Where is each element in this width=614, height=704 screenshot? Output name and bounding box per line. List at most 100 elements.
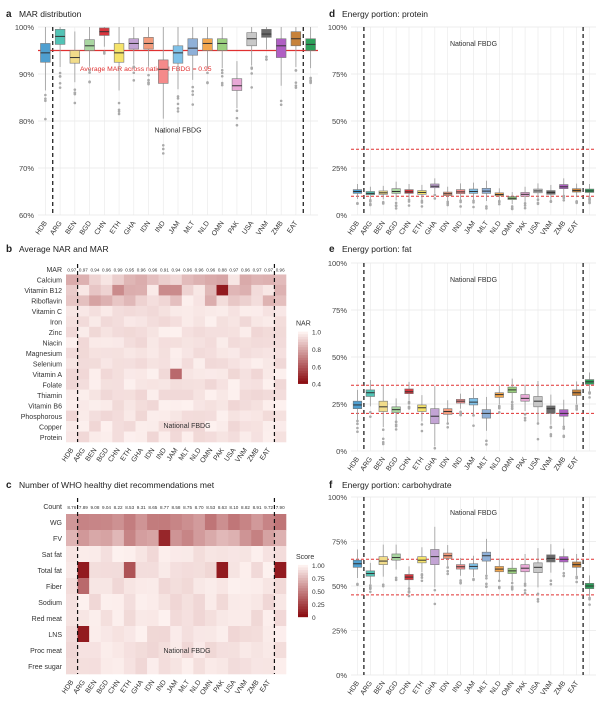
outlier-point xyxy=(381,584,385,588)
heatmap-cell xyxy=(228,389,240,401)
heatmap-cell xyxy=(181,594,194,611)
outlier-point xyxy=(472,577,475,581)
heatmap-cell xyxy=(193,594,206,611)
heatmap-cell xyxy=(239,305,252,317)
heatmap-cell xyxy=(251,389,264,401)
heatmap-cell xyxy=(100,284,113,296)
outlier-point xyxy=(562,571,566,575)
heatmap-cell xyxy=(135,284,148,296)
outlier-point xyxy=(420,423,424,426)
legend-swatch xyxy=(298,570,308,573)
legend-swatch xyxy=(298,352,308,356)
heatmap-cell xyxy=(66,658,78,675)
heatmap-cell xyxy=(158,514,171,531)
mar-label: 0.91 xyxy=(160,267,169,272)
outlier-point xyxy=(381,202,385,205)
x-tick-label: NLD xyxy=(197,220,211,235)
outlier-point xyxy=(132,71,136,75)
heatmap-cell xyxy=(204,295,217,307)
legend-swatch xyxy=(298,336,308,340)
mar-label: 0.94 xyxy=(172,267,181,272)
outlier-point xyxy=(58,86,62,89)
heatmap-cell xyxy=(193,546,206,563)
outlier-point xyxy=(497,200,501,204)
outlier-point xyxy=(176,97,180,100)
outlier-point xyxy=(58,71,62,75)
heatmap-cell xyxy=(66,642,78,659)
outlier-point xyxy=(459,579,462,582)
outlier-point xyxy=(407,589,411,593)
heatmap-cell xyxy=(123,594,136,611)
x-tick-label: JAM xyxy=(168,220,182,236)
outlier-point xyxy=(279,103,283,107)
legend-swatch xyxy=(298,339,308,343)
heatmap-cell xyxy=(77,379,90,390)
x-tick-label: IDN xyxy=(144,447,157,461)
count-label: 9.72 xyxy=(264,505,273,510)
heatmap-cell xyxy=(158,562,171,579)
x-tick-label: BGD xyxy=(385,220,399,236)
heatmap-cell xyxy=(274,358,287,370)
heatmap-cell xyxy=(89,326,102,338)
outlier-point xyxy=(294,84,298,88)
legend-tick: 1.0 xyxy=(312,330,321,337)
outlier-point xyxy=(294,86,298,89)
heatmap-cell xyxy=(274,379,287,390)
heatmap-cell xyxy=(193,295,206,307)
legend-swatch xyxy=(298,614,308,618)
heatmap-cell xyxy=(204,347,217,359)
x-tick-label: IND xyxy=(154,220,167,234)
outlier-point xyxy=(420,201,424,204)
count-label: 8.75 xyxy=(183,505,192,510)
heatmap-cell xyxy=(89,337,102,349)
heatmap-cell xyxy=(147,284,159,296)
outlier-point xyxy=(161,147,165,151)
heatmap-cell xyxy=(158,642,171,659)
heatmap-cell xyxy=(170,305,183,317)
heatmap-cell xyxy=(228,400,240,411)
outlier-point xyxy=(510,400,514,404)
heatmap-cell xyxy=(274,658,287,675)
outlier-point xyxy=(523,582,527,586)
outlier-point xyxy=(176,102,180,106)
outlier-point xyxy=(588,603,591,606)
legend-tick: 1.00 xyxy=(312,563,325,570)
heatmap-cell xyxy=(251,626,264,643)
outlier-point xyxy=(117,101,121,105)
heatmap-cell xyxy=(89,421,102,432)
row-label: LNS xyxy=(48,632,62,639)
outlier-point xyxy=(497,405,501,408)
heatmap-cell xyxy=(112,368,125,380)
outlier-point xyxy=(523,418,527,422)
x-tick-label: GHA xyxy=(424,220,439,237)
heatmap-cell xyxy=(147,400,159,411)
heatmap-cell xyxy=(112,594,125,611)
outlier-point xyxy=(369,203,372,207)
heatmap-cell xyxy=(262,578,275,595)
count-label: 7.90 xyxy=(276,505,285,510)
x-tick-label: MLT xyxy=(477,220,491,236)
heatmap-cell xyxy=(77,368,90,380)
panel-c-title: Number of WHO healthy diet recommendatio… xyxy=(19,480,215,490)
heatmap-cell xyxy=(262,421,275,432)
legend-swatch xyxy=(298,580,308,584)
box xyxy=(84,39,95,51)
heatmap-cell xyxy=(239,562,252,579)
panel-f-letter: f xyxy=(329,480,333,491)
x-tick-label: ARG xyxy=(73,447,87,463)
outlier-point xyxy=(472,205,475,209)
heatmap-cell xyxy=(193,389,206,401)
box xyxy=(158,59,169,84)
outlier-point xyxy=(147,78,150,82)
heatmap-cell xyxy=(100,562,113,579)
heatmap-cell xyxy=(77,389,90,401)
outlier-point xyxy=(523,204,527,207)
heatmap-cell xyxy=(123,358,136,370)
box xyxy=(69,50,81,64)
outlier-point xyxy=(73,101,77,105)
heatmap-cell xyxy=(147,347,159,359)
box xyxy=(275,38,287,58)
outlier-point xyxy=(420,576,424,579)
heatmap-cell xyxy=(170,274,183,286)
legend-swatch xyxy=(298,344,308,348)
